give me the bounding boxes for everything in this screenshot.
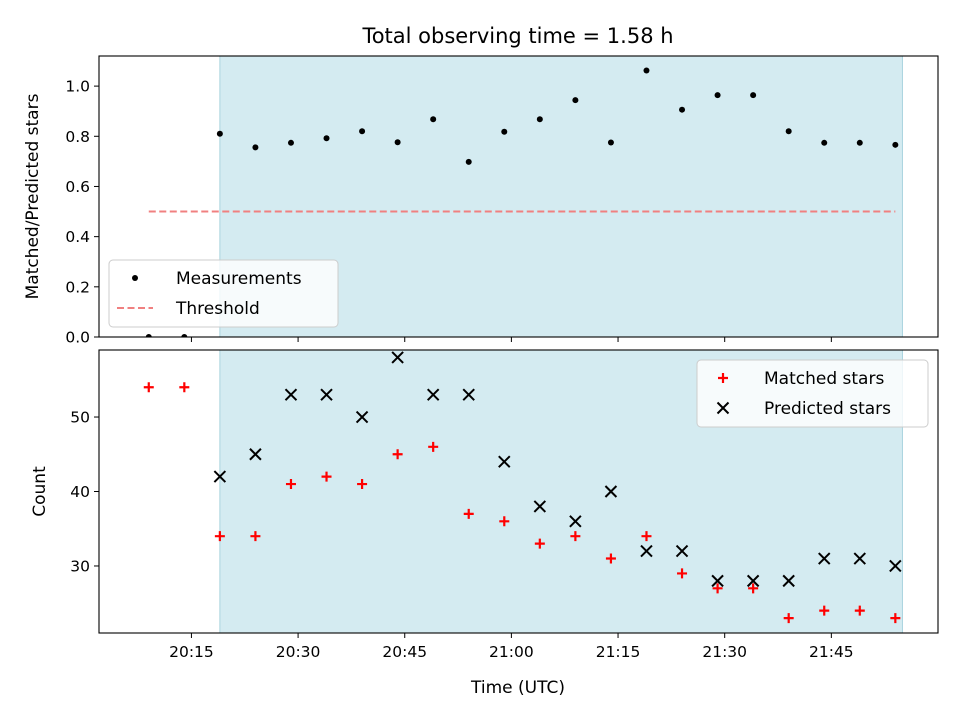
predicted-stars-point — [711, 574, 724, 588]
measurement-point — [181, 334, 188, 337]
matched-stars-point — [214, 531, 225, 542]
axes-frame — [98, 349, 939, 634]
chart-title: Total observing time = 1.58 h — [361, 24, 673, 48]
predicted-stars-point — [818, 552, 831, 565]
x-tick-label: 21:45 — [809, 643, 854, 661]
x-axis-label: Time (UTC) — [470, 678, 565, 698]
matched-stars-point — [605, 553, 616, 564]
legend-marker — [132, 275, 138, 281]
measurement-point — [323, 135, 330, 142]
predicted-stars-point — [782, 574, 795, 588]
measurement-point — [216, 130, 223, 137]
matched-stars-point — [250, 531, 261, 542]
x-tick-label: 20:15 — [169, 643, 214, 661]
matched-stars-point — [677, 568, 688, 579]
measurement-point — [359, 128, 366, 135]
matched-stars-point — [854, 605, 865, 616]
matched-stars-point — [357, 479, 368, 490]
predicted-stars-point — [675, 544, 689, 558]
y-axis-label: Matched/Predicted stars — [23, 93, 43, 299]
matched-stars-point — [143, 382, 154, 393]
predicted-stars-point — [249, 448, 262, 461]
legend: Measurements Threshold — [108, 259, 339, 328]
measurement-point — [607, 139, 614, 146]
measurement-point — [892, 141, 899, 148]
legend-marker — [716, 401, 730, 415]
matched-stars-point — [285, 479, 296, 490]
measurement-point — [252, 144, 259, 151]
legend-label: Predicted stars — [764, 399, 891, 419]
measurement-point — [501, 128, 508, 135]
y-tick-label: 0.6 — [65, 178, 90, 196]
matched-stars-point — [890, 613, 901, 624]
measurement-point — [572, 97, 579, 104]
predicted-stars-point — [746, 574, 760, 588]
matched-stars-point — [499, 516, 510, 527]
measurement-point — [430, 116, 437, 123]
legend: Matched stars Predicted stars — [696, 359, 929, 428]
predicted-stars-point — [604, 485, 618, 498]
matched-stars-point — [534, 538, 545, 549]
predicted-stars-point — [284, 388, 298, 401]
ratio-panel: 0.0 0.2 0.4 0.6 0.8 1.0 Matched/Predicted star… — [23, 55, 939, 347]
measurement-point — [145, 334, 152, 337]
measurement-point — [287, 139, 294, 146]
predicted-stars-point — [569, 515, 582, 528]
predicted-stars-point — [391, 351, 404, 364]
measurement-point — [785, 128, 792, 135]
measurement-point — [679, 106, 686, 113]
legend-marker — [718, 373, 728, 383]
y-tick-label: 0.4 — [65, 228, 90, 246]
measurement-point — [821, 139, 828, 146]
measurement-point — [643, 67, 650, 74]
measurement-point — [856, 139, 863, 146]
matched-stars-point — [748, 583, 759, 594]
matched-stars-point — [712, 583, 723, 594]
predicted-stars-point — [498, 455, 511, 468]
matched-stars-point — [819, 605, 830, 616]
predicted-stars-point — [853, 552, 866, 565]
legend-label: Matched stars — [764, 369, 884, 389]
measurement-point — [465, 158, 472, 165]
predicted-stars-point — [320, 388, 333, 401]
matched-stars-point — [570, 531, 581, 542]
y-tick-label: 0.8 — [65, 128, 90, 146]
measurement-point — [750, 92, 757, 99]
x-tick-label: 21:00 — [489, 643, 534, 661]
matched-stars-point — [321, 471, 332, 482]
predicted-stars-point — [426, 388, 440, 401]
measurement-point — [536, 116, 543, 123]
y-tick-label: 30 — [70, 557, 90, 575]
y-tick-label: 1.0 — [65, 78, 90, 96]
legend-label: Threshold — [175, 299, 260, 319]
x-tick-label: 21:15 — [596, 643, 641, 661]
matched-stars-point — [463, 508, 474, 519]
matched-stars-point — [428, 441, 439, 452]
matched-stars-point — [179, 382, 190, 393]
x-tick-label: 20:30 — [276, 643, 321, 661]
measurement-point — [394, 139, 401, 146]
axes-frame — [98, 55, 939, 338]
matched-stars-point — [783, 613, 794, 624]
y-axis-label: Count — [30, 466, 50, 517]
y-tick-label: 0.0 — [65, 329, 90, 347]
predicted-stars-point — [533, 500, 547, 513]
y-tick-label: 50 — [70, 409, 90, 427]
x-tick-label: 21:30 — [702, 643, 747, 661]
predicted-stars-point — [213, 470, 227, 483]
predicted-stars-point — [462, 388, 475, 401]
predicted-stars-point — [355, 410, 369, 424]
legend-label: Measurements — [176, 269, 302, 289]
y-tick-label: 0.2 — [65, 278, 90, 296]
predicted-stars-point — [889, 559, 902, 573]
count-panel: 20:15 20:30 20:45 21:00 21:15 21:30 21:45 30 40 5… — [30, 349, 939, 661]
matched-stars-point — [392, 449, 403, 460]
measurement-point — [714, 92, 721, 99]
predicted-stars-point — [640, 544, 653, 558]
matched-stars-point — [641, 531, 652, 542]
x-tick-label: 20:45 — [382, 643, 427, 661]
y-tick-label: 40 — [70, 483, 90, 501]
